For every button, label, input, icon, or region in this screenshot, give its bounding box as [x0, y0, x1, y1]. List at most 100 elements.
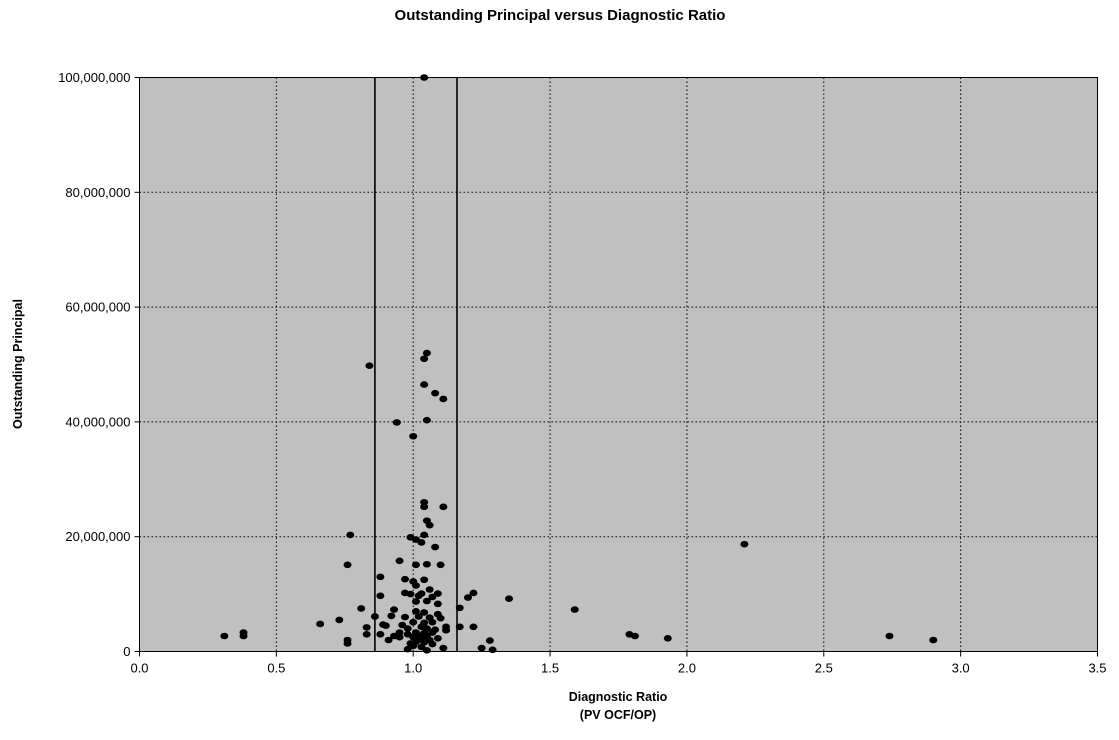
data-point: [414, 592, 423, 600]
data-point: [362, 624, 371, 631]
x-tick-label: 3.5: [1088, 661, 1106, 676]
data-point: [376, 573, 385, 581]
data-point: [469, 589, 478, 597]
data-point: [411, 582, 420, 589]
plot-border: [139, 77, 1098, 652]
data-point: [477, 644, 486, 652]
data-point: [455, 604, 464, 612]
data-point: [485, 637, 494, 644]
data-point: [433, 600, 442, 608]
x-tick-label: 0.0: [130, 661, 148, 676]
data-point: [335, 616, 344, 624]
data-point: [439, 644, 448, 652]
y-axis-title: Outstanding Principal: [11, 299, 25, 429]
data-point: [422, 349, 431, 357]
data-point: [442, 626, 451, 634]
data-point: [425, 586, 434, 593]
data-point: [365, 362, 374, 369]
data-point: [417, 643, 426, 651]
data-point: [401, 575, 410, 583]
x-axis-subtitle: (PV OCF/OP): [580, 708, 656, 722]
data-point: [431, 389, 440, 397]
x-axis-ticks: 0.0 0.5 1.0 1.5 2.0 2.5 3.0 3.5: [130, 651, 1107, 676]
data-point: [414, 613, 423, 620]
data-point: [431, 543, 440, 551]
data-point: [403, 625, 412, 632]
data-point: [390, 606, 399, 613]
data-point: [395, 557, 404, 565]
data-point: [488, 646, 497, 654]
reference-lines: [374, 77, 458, 652]
data-point: [425, 521, 434, 529]
data-point: [420, 576, 429, 584]
data-point: [428, 629, 437, 636]
data-point: [395, 633, 404, 641]
data-point: [885, 632, 894, 640]
data-point: [422, 560, 431, 568]
y-tick-label: 60,000,000: [65, 300, 130, 315]
data-point: [929, 636, 938, 644]
data-point: [406, 590, 415, 598]
data-point: [411, 608, 420, 615]
data-point: [387, 612, 396, 620]
x-tick-label: 1.5: [541, 661, 559, 676]
data-point: [420, 498, 429, 506]
x-tick-label: 0.5: [267, 661, 285, 676]
data-point: [239, 632, 248, 640]
data-point: [420, 355, 429, 363]
data-point: [362, 630, 371, 638]
data-point: [436, 614, 445, 622]
data-point: [384, 636, 393, 644]
data-point: [409, 432, 418, 440]
data-point: [411, 561, 420, 569]
data-point: [409, 642, 418, 650]
data-point: [428, 618, 437, 626]
data-point: [505, 595, 514, 602]
data-point: [422, 647, 431, 654]
y-tick-label: 20,000,000: [65, 529, 130, 544]
y-tick-label: 0: [123, 644, 130, 659]
y-tick-label: 100,000,000: [58, 70, 130, 85]
data-point: [420, 381, 429, 388]
x-tick-label: 3.0: [952, 661, 970, 676]
y-tick-label: 80,000,000: [65, 185, 130, 200]
data-point: [740, 540, 749, 548]
data-point: [392, 419, 401, 426]
data-point: [422, 416, 431, 424]
data-point: [428, 593, 437, 601]
data-point: [343, 640, 352, 647]
data-point: [381, 622, 390, 629]
data-points: [220, 74, 938, 654]
data-point: [398, 621, 407, 629]
data-point: [357, 605, 366, 612]
data-point: [370, 613, 379, 620]
data-point: [376, 630, 385, 638]
data-point: [433, 634, 442, 642]
x-axis-title: Diagnostic Ratio: [569, 690, 668, 704]
data-point: [428, 640, 437, 648]
data-point: [436, 561, 445, 569]
data-point: [409, 618, 418, 626]
data-point: [403, 645, 412, 653]
data-point: [663, 634, 672, 642]
data-point: [420, 531, 429, 539]
data-point: [395, 629, 404, 636]
data-point: [316, 620, 325, 628]
data-point: [417, 539, 426, 546]
y-tick-label: 40,000,000: [65, 414, 130, 429]
plot-area: [139, 77, 1098, 652]
data-point: [411, 598, 420, 605]
data-point: [220, 632, 229, 640]
data-point: [463, 594, 472, 601]
data-point: [346, 531, 355, 539]
data-point: [376, 592, 385, 600]
data-point: [343, 561, 352, 569]
x-tick-label: 2.5: [815, 661, 833, 676]
data-point: [439, 503, 448, 511]
y-axis-ticks: 0 20,000,000 40,000,000 60,000,000 80,000,00…: [58, 70, 140, 659]
data-point: [420, 503, 429, 511]
data-point: [630, 632, 639, 640]
data-point: [422, 597, 431, 605]
chart-title: Outstanding Principal versus Diagnostic …: [395, 7, 726, 24]
